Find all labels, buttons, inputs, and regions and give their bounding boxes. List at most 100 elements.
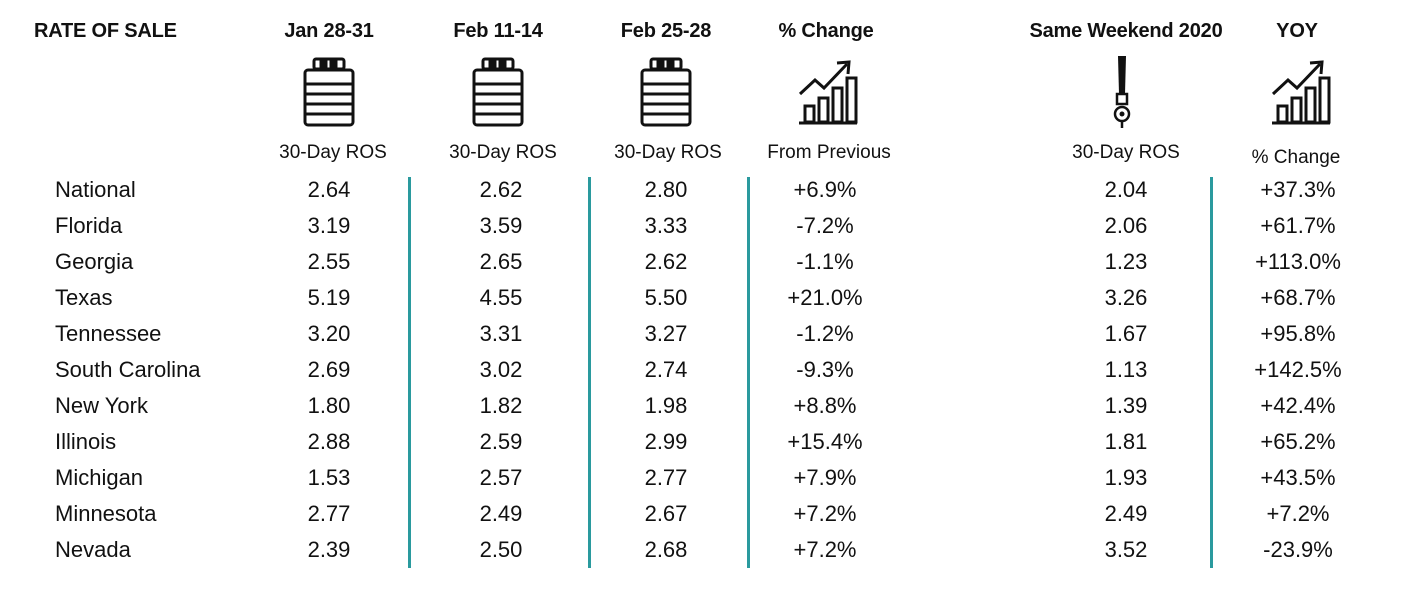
cell-same2020: 1.39	[1104, 393, 1148, 418]
column-divider	[588, 177, 591, 568]
subheader-yoy: % Change	[1251, 147, 1341, 168]
cell-feb11: 3.31	[479, 321, 523, 346]
cell-same2020: 1.67	[1104, 321, 1148, 346]
subheader-feb25: 30-Day ROS	[614, 142, 722, 163]
cell-yoy: +43.5%	[1260, 465, 1336, 490]
cell-pct: +7.9%	[793, 465, 857, 490]
cell-yoy: +61.7%	[1260, 213, 1336, 238]
table-row: Nevada 2.39 2.50 2.68 +7.2% 3.52 -23.9%	[0, 537, 1402, 573]
row-state-label: National	[55, 177, 136, 202]
subheader-pct: From Previous	[767, 142, 891, 163]
cell-feb11: 2.65	[479, 249, 523, 274]
row-state-label: Tennessee	[55, 321, 162, 346]
cell-jan: 2.39	[307, 537, 351, 562]
cell-feb11: 2.62	[479, 177, 523, 202]
cell-pct: -1.1%	[796, 249, 854, 274]
cell-pct: +6.9%	[793, 177, 857, 202]
cell-same2020: 2.04	[1104, 177, 1148, 202]
table-row: Minnesota 2.77 2.49 2.67 +7.2% 2.49 +7.2%	[0, 501, 1402, 537]
cell-feb11: 4.55	[479, 285, 523, 310]
cell-jan: 3.20	[307, 321, 351, 346]
cell-pct: -1.2%	[796, 321, 854, 346]
cell-feb25: 2.68	[644, 537, 688, 562]
cell-jan: 1.80	[307, 393, 351, 418]
cell-yoy: +7.2%	[1266, 501, 1330, 526]
cell-feb25: 2.80	[644, 177, 688, 202]
header-same-weekend-2020: Same Weekend 2020	[1029, 20, 1223, 42]
keg-icon	[640, 57, 692, 127]
cell-yoy: +142.5%	[1254, 357, 1342, 382]
table-row: New York 1.80 1.82 1.98 +8.8% 1.39 +42.4%	[0, 393, 1402, 429]
table-row: South Carolina 2.69 3.02 2.74 -9.3% 1.13 +142.…	[0, 357, 1402, 393]
row-state-label: Georgia	[55, 249, 134, 274]
cell-pct: +7.2%	[793, 501, 857, 526]
header-jan: Jan 28-31	[284, 20, 374, 42]
row-state-label: Minnesota	[55, 501, 157, 526]
cell-feb25: 2.67	[644, 501, 688, 526]
cell-jan: 2.64	[307, 177, 351, 202]
cell-feb25: 2.62	[644, 249, 688, 274]
cell-same2020: 2.49	[1104, 501, 1148, 526]
table-row: Illinois 2.88 2.59 2.99 +15.4% 1.81 +65.2%	[0, 429, 1402, 465]
keg-icon	[472, 57, 524, 127]
cell-yoy: +113.0%	[1255, 249, 1341, 274]
cell-feb25: 3.33	[644, 213, 688, 238]
cell-jan: 5.19	[307, 285, 351, 310]
cell-feb11: 3.59	[479, 213, 523, 238]
cell-same2020: 3.26	[1104, 285, 1148, 310]
row-state-label: New York	[55, 393, 148, 418]
header-pct-change: % Change	[778, 20, 874, 42]
cell-same2020: 2.06	[1104, 213, 1148, 238]
cell-jan: 2.55	[307, 249, 351, 274]
subheader-feb11: 30-Day ROS	[449, 142, 557, 163]
cell-same2020: 1.93	[1104, 465, 1148, 490]
header-yoy: YOY	[1276, 20, 1318, 42]
growth-chart-icon	[1271, 60, 1331, 125]
cell-pct: +21.0%	[787, 285, 863, 310]
cell-pct: -9.3%	[796, 357, 854, 382]
row-state-label: Nevada	[55, 537, 131, 562]
column-divider	[747, 177, 750, 568]
header-feb11: Feb 11-14	[453, 20, 543, 42]
keg-icon	[303, 57, 355, 127]
cell-yoy: +42.4%	[1260, 393, 1336, 418]
cell-jan: 1.53	[307, 465, 351, 490]
cell-same2020: 1.13	[1104, 357, 1148, 382]
table-row: Tennessee 3.20 3.31 3.27 -1.2% 1.67 +95.8%	[0, 321, 1402, 357]
subheader-same2020: 30-Day ROS	[1072, 142, 1180, 163]
cell-feb25: 5.50	[644, 285, 688, 310]
cell-pct: +7.2%	[793, 537, 857, 562]
column-divider	[408, 177, 411, 568]
cell-feb11: 1.82	[479, 393, 523, 418]
table-title: RATE OF SALE	[34, 20, 177, 42]
row-state-label: South Carolina	[55, 357, 201, 382]
row-state-label: Texas	[55, 285, 113, 310]
cell-feb11: 2.49	[479, 501, 523, 526]
cell-feb25: 2.99	[644, 429, 688, 454]
cell-feb25: 2.74	[644, 357, 688, 382]
cell-feb11: 2.59	[479, 429, 523, 454]
beer-tap-icon	[1113, 56, 1131, 128]
row-state-label: Illinois	[55, 429, 117, 454]
cell-jan: 2.69	[307, 357, 351, 382]
cell-feb11: 2.50	[479, 537, 523, 562]
cell-yoy: +37.3%	[1260, 177, 1336, 202]
cell-feb11: 2.57	[479, 465, 523, 490]
subheader-jan: 30-Day ROS	[279, 142, 387, 163]
cell-jan: 2.77	[307, 501, 351, 526]
cell-same2020: 1.23	[1104, 249, 1148, 274]
cell-feb11: 3.02	[479, 357, 523, 382]
row-state-label: Michigan	[55, 465, 144, 490]
table-row: Georgia 2.55 2.65 2.62 -1.1% 1.23 +113.0%	[0, 249, 1402, 285]
cell-pct: -7.2%	[796, 213, 854, 238]
cell-pct: +15.4%	[787, 429, 863, 454]
cell-jan: 2.88	[307, 429, 351, 454]
table-row: Michigan 1.53 2.57 2.77 +7.9% 1.93 +43.5%	[0, 465, 1402, 501]
cell-yoy: +68.7%	[1260, 285, 1336, 310]
column-divider	[1210, 177, 1213, 568]
cell-yoy: +65.2%	[1260, 429, 1336, 454]
row-state-label: Florida	[55, 213, 123, 238]
cell-same2020: 3.52	[1104, 537, 1148, 562]
cell-same2020: 1.81	[1104, 429, 1148, 454]
table-row: Texas 5.19 4.55 5.50 +21.0% 3.26 +68.7%	[0, 285, 1402, 321]
